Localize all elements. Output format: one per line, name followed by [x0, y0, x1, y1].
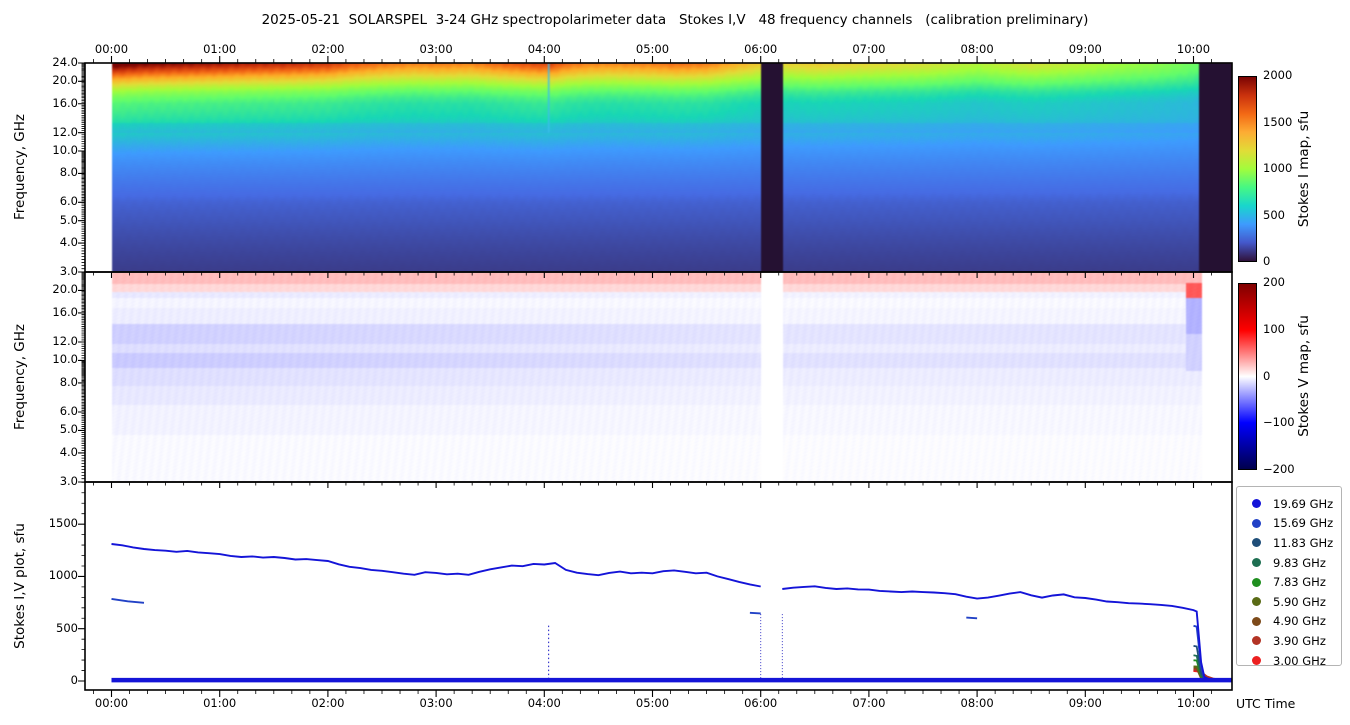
stokes-v-spectrogram: [85, 272, 1232, 482]
y-tick-label: 0: [70, 673, 78, 687]
legend-marker-dot: [1252, 577, 1261, 587]
y-tick-label: 8.0: [59, 165, 78, 180]
x-tick-label-bottom: 10:00: [1176, 696, 1211, 710]
y-tick-label: 20.0: [52, 73, 78, 88]
y-tick-label: 6.0: [59, 404, 78, 418]
colorbar-v-tick-label: 200: [1263, 275, 1285, 289]
legend-marker-dot: [1252, 499, 1261, 509]
colorbar-i-tick-label: 1000: [1263, 161, 1293, 175]
legend-label: 3.00 GHz: [1273, 653, 1326, 668]
colorbar-v-tick-label: 100: [1263, 321, 1285, 336]
x-tick-label-bottom: 01:00: [203, 696, 237, 710]
legend-label: 9.83 GHz: [1273, 555, 1326, 570]
legend-marker-dot: [1252, 616, 1261, 626]
y-tick-label: 3.0: [59, 264, 78, 278]
x-tick-label-top: 01:00: [203, 42, 237, 56]
utc-time-label: UTC Time: [1236, 696, 1296, 711]
x-tick-label-top: 04:00: [527, 42, 561, 56]
y-tick-label: 10.0: [52, 352, 78, 367]
y-tick-label: 24.0: [52, 55, 78, 69]
legend-marker-dot: [1252, 538, 1261, 548]
stokes-iv-line-plot: [85, 482, 1232, 690]
panel-i-ylabel: Frequency, GHz: [12, 113, 28, 221]
x-tick-label-top: 02:00: [311, 42, 345, 56]
y-tick-label: 500: [56, 620, 78, 635]
x-tick-label-top: 10:00: [1176, 42, 1211, 56]
frequency-legend: 19.69 GHz 15.69 GHz 11.83 GHz 9.83 GHz 7.83 …: [1236, 486, 1342, 668]
x-tick-label-bottom: 09:00: [1068, 696, 1102, 710]
colorbar-v-tick-label: 0: [1263, 368, 1271, 383]
legend-item: 15.69 GHz: [1237, 514, 1341, 534]
legend-marker-dot: [1252, 656, 1261, 666]
plot-line: [112, 544, 1233, 680]
x-tick-label-bottom: 08:00: [960, 696, 994, 710]
x-tick-label-top: 08:00: [960, 42, 994, 56]
legend-item: 3.90 GHz: [1237, 631, 1341, 651]
legend-label: 15.69 GHz: [1273, 516, 1334, 531]
x-tick-label-bottom: 03:00: [419, 696, 453, 710]
x-tick-label-top: 03:00: [419, 42, 453, 56]
colorbar-i-tick-label: 2000: [1263, 68, 1293, 82]
x-tick-label-bottom: 00:00: [94, 696, 129, 710]
colorbar-v-tick-label: −200: [1263, 462, 1295, 476]
y-tick-label: 12.0: [52, 124, 78, 139]
x-tick-label-top: 05:00: [635, 42, 670, 56]
stokes-i-spectrogram: [85, 63, 1232, 272]
y-tick-label: 8.0: [59, 374, 78, 389]
y-tick-label: 4.0: [59, 444, 78, 459]
legend-label: 19.69 GHz: [1273, 496, 1334, 511]
colorbar-i-tick-label: 1500: [1263, 114, 1293, 129]
legend-item: 5.90 GHz: [1237, 592, 1341, 612]
legend-item: 11.83 GHz: [1237, 533, 1341, 553]
x-tick-label-bottom: 02:00: [311, 696, 345, 710]
legend-label: 7.83 GHz: [1273, 575, 1326, 590]
panel-v-ylabel: Frequency, GHz: [12, 323, 28, 431]
y-tick-label: 16.0: [52, 95, 78, 110]
legend-item: 9.83 GHz: [1237, 553, 1341, 573]
figure-title: 2025-05-21 SOLARSPEL 3-24 GHz spectropol…: [261, 12, 1089, 28]
panel-lines-ylabel: Stokes I,V plot, sfu: [12, 523, 28, 649]
colorbar-i-tick-label: 0: [1263, 254, 1271, 268]
x-tick-label-top: 00:00: [94, 42, 129, 56]
colorbar-i-tick-label: 500: [1263, 207, 1285, 222]
legend-marker-dot: [1252, 518, 1261, 528]
legend-label: 5.90 GHz: [1273, 594, 1326, 609]
legend-item: 4.90 GHz: [1237, 612, 1341, 632]
x-tick-label-bottom: 05:00: [635, 696, 670, 710]
colorbar-v-tick-label: −100: [1263, 415, 1295, 430]
y-tick-label: 5.0: [59, 422, 78, 437]
y-tick-label: 12.0: [52, 334, 78, 348]
y-tick-label: 6.0: [59, 194, 78, 209]
y-tick-label: 4.0: [59, 235, 78, 250]
legend-label: 11.83 GHz: [1273, 535, 1334, 550]
stokes-v-colorbar: [1238, 283, 1257, 470]
y-tick-label: 10.0: [52, 142, 78, 157]
x-tick-label-top: 09:00: [1068, 42, 1102, 56]
y-tick-label: 1000: [48, 568, 78, 583]
legend-item: 7.83 GHz: [1237, 572, 1341, 592]
legend-marker-dot: [1252, 597, 1261, 607]
stokes-i-colorbar: [1238, 76, 1257, 262]
y-tick-label: 1500: [48, 516, 78, 531]
legend-item: 19.69 GHz: [1237, 494, 1341, 514]
y-tick-label: 3.0: [59, 474, 78, 488]
y-tick-label: 5.0: [59, 212, 78, 227]
x-tick-label-bottom: 07:00: [852, 696, 886, 710]
x-tick-label-bottom: 06:00: [744, 696, 778, 710]
legend-label: 4.90 GHz: [1273, 614, 1326, 629]
legend-label: 3.90 GHz: [1273, 633, 1326, 648]
legend-marker-dot: [1252, 636, 1261, 646]
legend-marker-dot: [1252, 558, 1261, 568]
legend-item: 3.00 GHz: [1237, 651, 1341, 671]
y-tick-label: 20.0: [52, 282, 78, 297]
x-tick-label-top: 06:00: [744, 42, 778, 56]
plot-line: [112, 599, 1233, 680]
x-tick-label-bottom: 04:00: [527, 696, 561, 710]
x-tick-label-top: 07:00: [852, 42, 886, 56]
y-tick-label: 16.0: [52, 304, 78, 319]
